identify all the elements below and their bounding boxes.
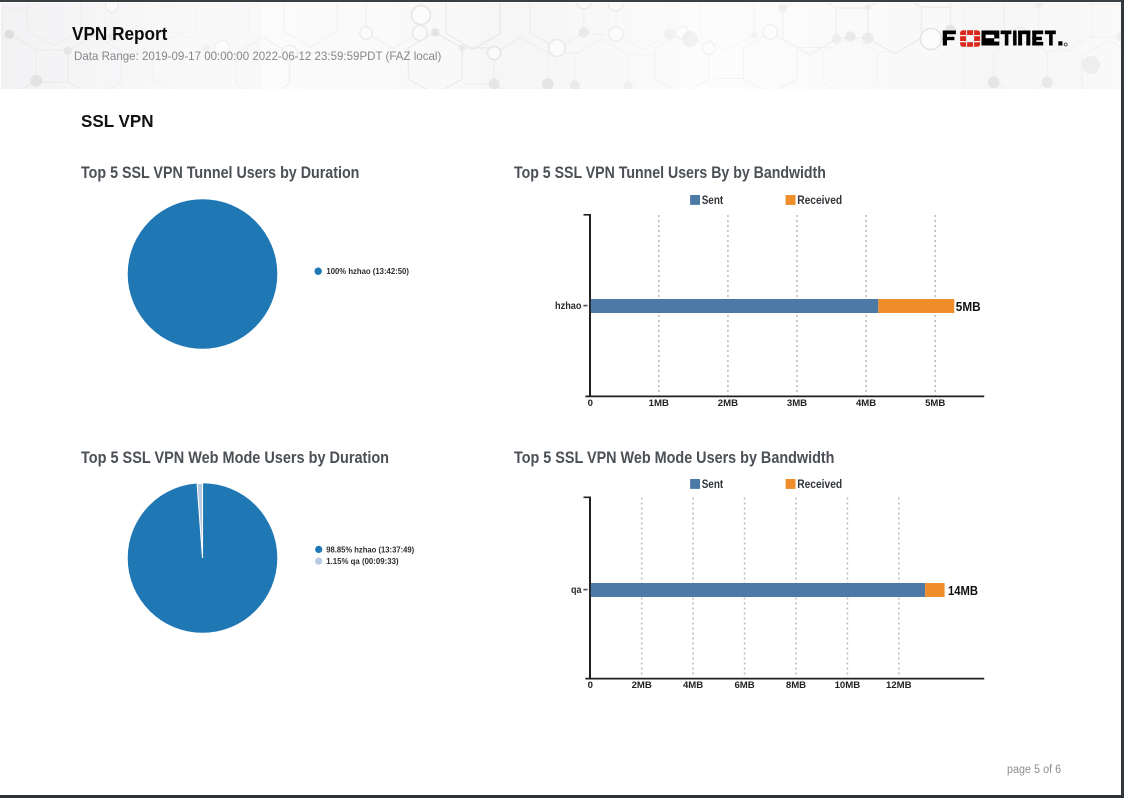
svg-text:5MB: 5MB bbox=[956, 299, 981, 314]
svg-text:1.15% qa (00:09:33): 1.15% qa (00:09:33) bbox=[326, 556, 399, 566]
svg-text:qa: qa bbox=[571, 585, 582, 596]
svg-text:3MB: 3MB bbox=[787, 398, 807, 409]
svg-text:4MB: 4MB bbox=[683, 680, 703, 691]
svg-text:Received: Received bbox=[797, 193, 842, 207]
svg-text:1MB: 1MB bbox=[649, 398, 669, 409]
svg-text:4MB: 4MB bbox=[856, 398, 876, 409]
svg-text:8MB: 8MB bbox=[786, 680, 806, 691]
svg-text:5MB: 5MB bbox=[925, 398, 945, 409]
svg-text:0: 0 bbox=[588, 398, 593, 409]
svg-text:0: 0 bbox=[588, 680, 593, 691]
svg-text:2MB: 2MB bbox=[718, 398, 738, 409]
svg-text:Received: Received bbox=[797, 477, 842, 491]
svg-text:Sent: Sent bbox=[702, 193, 724, 207]
svg-text:Sent: Sent bbox=[702, 477, 724, 491]
svg-text:14MB: 14MB bbox=[948, 583, 978, 598]
svg-text:2MB: 2MB bbox=[632, 680, 652, 691]
svg-text:12MB: 12MB bbox=[886, 680, 912, 691]
svg-text:98.85% hzhao (13:37:49): 98.85% hzhao (13:37:49) bbox=[326, 544, 414, 554]
svg-text:10MB: 10MB bbox=[835, 680, 861, 691]
svg-text:100% hzhao (13:42:50): 100% hzhao (13:42:50) bbox=[326, 266, 409, 276]
svg-text:6MB: 6MB bbox=[734, 680, 754, 691]
svg-text:hzhao: hzhao bbox=[555, 301, 582, 312]
